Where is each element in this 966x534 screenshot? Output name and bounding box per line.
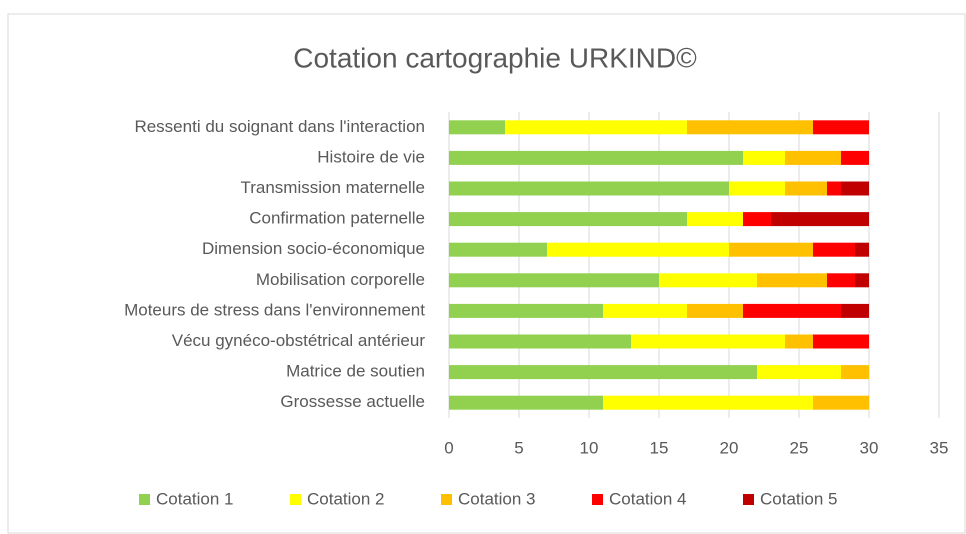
bar-segment bbox=[841, 150, 869, 165]
bar-segment bbox=[449, 150, 743, 165]
x-tick-label: 10 bbox=[580, 438, 599, 457]
y-tick-label: Moteurs de stress dans l'environnement bbox=[124, 300, 425, 319]
bar-segment bbox=[743, 212, 771, 227]
x-tick-label: 20 bbox=[720, 438, 739, 457]
bar-segment bbox=[687, 212, 743, 227]
bar-segment bbox=[449, 273, 659, 288]
bar-segment bbox=[743, 150, 785, 165]
bar-segment bbox=[449, 395, 603, 410]
chart-title: Cotation cartographie URKIND© bbox=[293, 42, 697, 73]
legend-swatch bbox=[139, 494, 150, 505]
legend-label: Cotation 2 bbox=[307, 489, 385, 508]
bar-segment bbox=[785, 150, 841, 165]
x-tick-label: 25 bbox=[790, 438, 809, 457]
y-tick-label: Vécu gynéco-obstétrical antérieur bbox=[172, 331, 426, 350]
bar-segment bbox=[855, 273, 869, 288]
bar-segment bbox=[631, 334, 785, 349]
bar-segment bbox=[729, 242, 813, 257]
y-tick-label: Mobilisation corporelle bbox=[256, 270, 425, 289]
bar-segment bbox=[505, 120, 687, 135]
bar-segment bbox=[687, 120, 813, 135]
legend-label: Cotation 4 bbox=[609, 489, 687, 508]
bar-segment bbox=[827, 181, 841, 196]
bar-segment bbox=[603, 303, 687, 318]
bar-segment bbox=[449, 181, 729, 196]
bar-segment bbox=[813, 242, 855, 257]
bar-segment bbox=[813, 395, 869, 410]
bar-segment bbox=[603, 395, 813, 410]
x-tick-label: 0 bbox=[444, 438, 453, 457]
bar-segment bbox=[757, 273, 827, 288]
y-tick-label: Transmission maternelle bbox=[240, 178, 425, 197]
bar-segment bbox=[449, 303, 603, 318]
bar-segment bbox=[449, 212, 687, 227]
legend-swatch bbox=[592, 494, 603, 505]
bar-segment bbox=[743, 303, 841, 318]
bar-segment bbox=[827, 273, 855, 288]
bar-segment bbox=[771, 212, 869, 227]
bar-segment bbox=[841, 181, 869, 196]
legend-label: Cotation 3 bbox=[458, 489, 536, 508]
bar-segment bbox=[729, 181, 785, 196]
legend-swatch bbox=[290, 494, 301, 505]
bar-segment bbox=[449, 120, 505, 135]
bar-segment bbox=[687, 303, 743, 318]
bar-segment bbox=[449, 365, 757, 380]
y-tick-label: Dimension socio-économique bbox=[202, 239, 425, 258]
bar-segment bbox=[785, 181, 827, 196]
x-tick-label: 5 bbox=[514, 438, 523, 457]
x-tick-label: 30 bbox=[860, 438, 879, 457]
bar-segment bbox=[841, 365, 869, 380]
bar-segment bbox=[813, 120, 869, 135]
legend-swatch bbox=[743, 494, 754, 505]
bar-segment bbox=[659, 273, 757, 288]
bar-segment bbox=[785, 334, 813, 349]
bar-segment bbox=[841, 303, 869, 318]
y-tick-label: Histoire de vie bbox=[317, 147, 425, 166]
bar-segment bbox=[547, 242, 729, 257]
y-tick-label: Ressenti du soignant dans l'interaction bbox=[134, 117, 425, 136]
x-tick-label: 15 bbox=[650, 438, 669, 457]
bar-segment bbox=[449, 334, 631, 349]
legend-swatch bbox=[441, 494, 452, 505]
bar-segment bbox=[813, 334, 869, 349]
bar-segment bbox=[855, 242, 869, 257]
y-tick-label: Grossesse actuelle bbox=[280, 392, 425, 411]
legend-label: Cotation 1 bbox=[156, 489, 234, 508]
y-tick-label: Matrice de soutien bbox=[286, 362, 425, 381]
bar-segment bbox=[449, 242, 547, 257]
bar-segment bbox=[757, 365, 841, 380]
y-tick-label: Confirmation paternelle bbox=[249, 209, 425, 228]
x-tick-label: 35 bbox=[930, 438, 949, 457]
legend-label: Cotation 5 bbox=[760, 489, 838, 508]
